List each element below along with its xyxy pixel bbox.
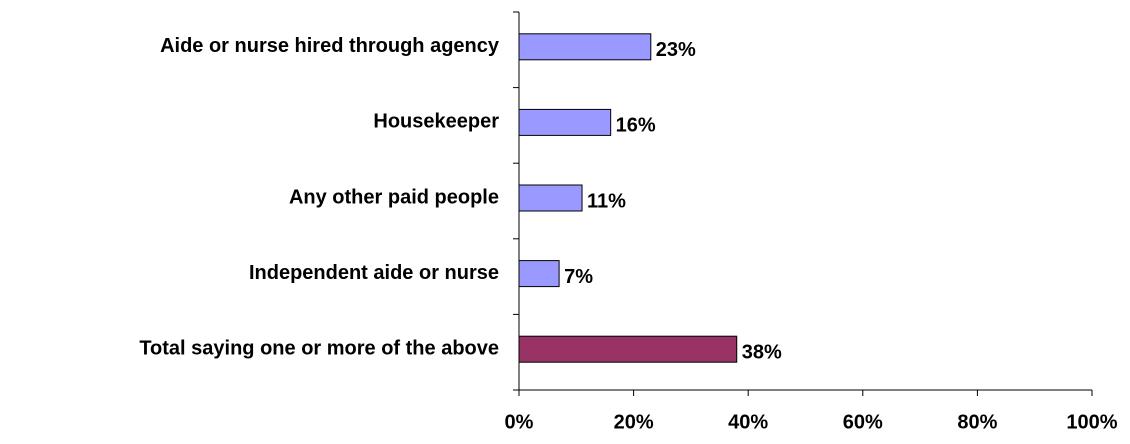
- x-tick-label: 0%: [505, 411, 534, 433]
- category-label: Housekeeper: [373, 111, 499, 133]
- category-label: Any other paid people: [289, 186, 499, 208]
- x-tick-label: 20%: [614, 411, 654, 433]
- x-tick-label: 80%: [957, 411, 997, 433]
- bar: [518, 108, 612, 136]
- bar: [518, 335, 738, 363]
- value-label: 23%: [656, 39, 696, 61]
- x-tick-label: 100%: [1066, 411, 1117, 433]
- bar: [518, 260, 560, 288]
- value-label: 38%: [742, 341, 782, 363]
- value-label: 16%: [616, 115, 656, 137]
- value-label: 11%: [587, 190, 626, 212]
- x-tick-label: 40%: [728, 411, 768, 433]
- x-tick-label: 60%: [843, 411, 883, 433]
- category-label: Independent aide or nurse: [249, 262, 499, 284]
- bar: [518, 33, 652, 61]
- category-label: Aide or nurse hired through agency: [160, 35, 500, 57]
- value-label: 7%: [564, 266, 593, 288]
- category-label: Total saying one or more of the above: [139, 337, 499, 359]
- bar: [518, 184, 583, 212]
